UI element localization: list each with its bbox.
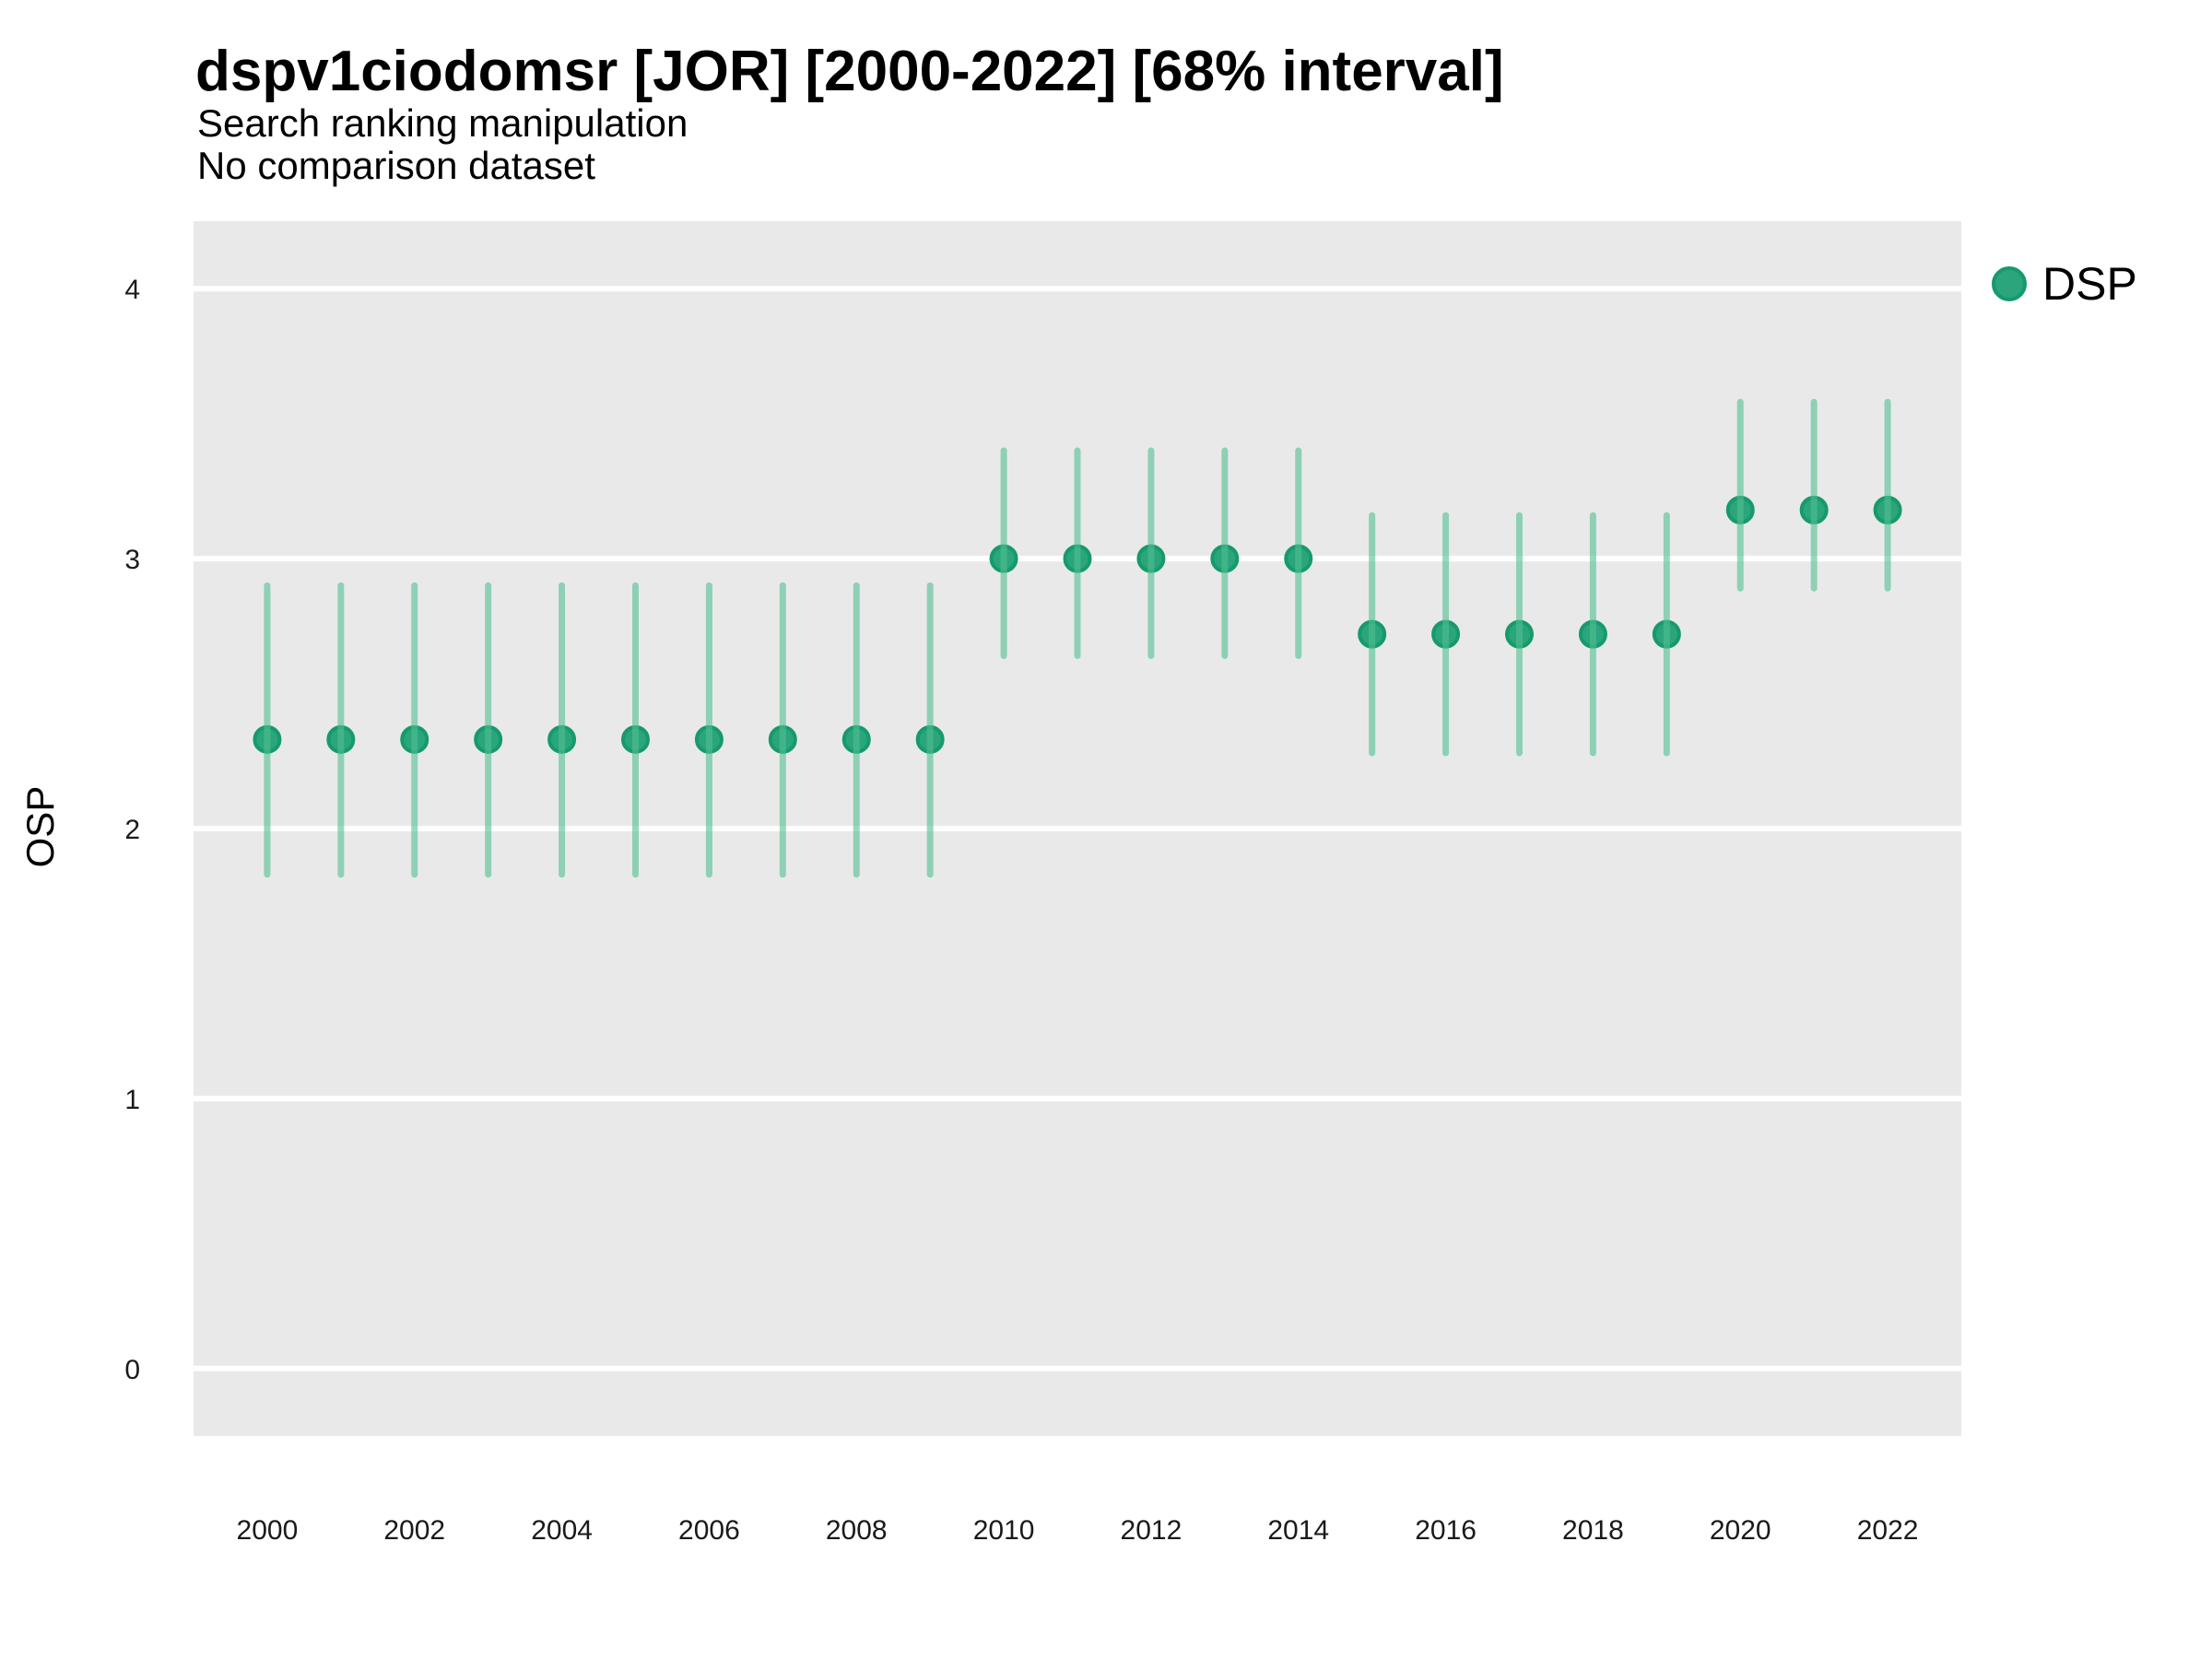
y-tick-label-2: 2 xyxy=(124,815,140,845)
x-tick-label-2020: 2020 xyxy=(1710,1515,1771,1546)
y-tick-label-4: 4 xyxy=(124,275,140,305)
legend-label-dsp: DSP xyxy=(2042,258,2137,310)
x-tick-label-2016: 2016 xyxy=(1415,1515,1477,1546)
x-tick-label-2004: 2004 xyxy=(531,1515,593,1546)
y-tick-label-0: 0 xyxy=(124,1355,140,1385)
legend: DSP xyxy=(1992,259,2137,309)
legend-marker-circle-icon xyxy=(1992,266,2027,301)
y-tick-label-1: 1 xyxy=(124,1085,140,1115)
x-tick-label-2000: 2000 xyxy=(237,1515,299,1546)
x-tick-label-2018: 2018 xyxy=(1562,1515,1624,1546)
chart-subtitle-line2: No comparison dataset xyxy=(197,144,595,187)
x-tick-label-2002: 2002 xyxy=(383,1515,445,1546)
chart-subtitle-line1: Search ranking manipulation xyxy=(197,101,688,145)
chart-title: dspv1ciodomsr [JOR] [2000-2022] [68% int… xyxy=(195,40,1504,103)
x-tick-label-2010: 2010 xyxy=(973,1515,1035,1546)
x-tick-label-2006: 2006 xyxy=(678,1515,740,1546)
x-tick-label-2014: 2014 xyxy=(1267,1515,1329,1546)
y-axis-title: OSP xyxy=(18,786,62,868)
y-tick-label-3: 3 xyxy=(124,545,140,575)
x-tick-label-2022: 2022 xyxy=(1857,1515,1919,1546)
x-tick-label-2008: 2008 xyxy=(826,1515,888,1546)
x-tick-label-2012: 2012 xyxy=(1121,1515,1182,1546)
